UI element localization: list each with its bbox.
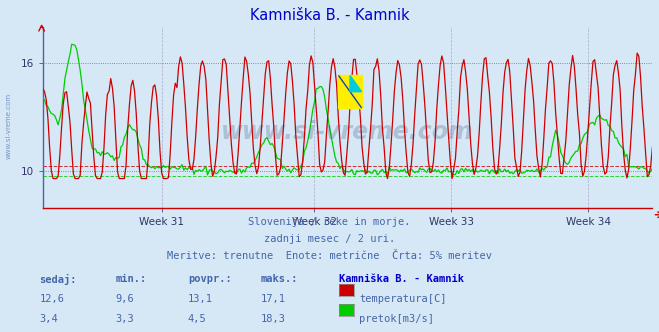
Text: Meritve: trenutne  Enote: metrične  Črta: 5% meritev: Meritve: trenutne Enote: metrične Črta: …: [167, 251, 492, 261]
Text: Slovenija / reke in morje.: Slovenija / reke in morje.: [248, 217, 411, 227]
Text: 17,1: 17,1: [260, 294, 285, 304]
Polygon shape: [339, 75, 362, 108]
Text: 9,6: 9,6: [115, 294, 134, 304]
Text: temperatura[C]: temperatura[C]: [359, 294, 447, 304]
Text: 18,3: 18,3: [260, 314, 285, 324]
Text: maks.:: maks.:: [260, 274, 298, 284]
Text: www.si-vreme.com: www.si-vreme.com: [221, 120, 474, 143]
Polygon shape: [350, 75, 362, 92]
Text: 4,5: 4,5: [188, 314, 206, 324]
Text: Kamniška B. - Kamnik: Kamniška B. - Kamnik: [250, 8, 409, 23]
Text: zadnji mesec / 2 uri.: zadnji mesec / 2 uri.: [264, 234, 395, 244]
Polygon shape: [339, 75, 362, 108]
Text: pretok[m3/s]: pretok[m3/s]: [359, 314, 434, 324]
Text: 12,6: 12,6: [40, 294, 65, 304]
Text: 3,3: 3,3: [115, 314, 134, 324]
Text: 13,1: 13,1: [188, 294, 213, 304]
Text: 3,4: 3,4: [40, 314, 58, 324]
Text: povpr.:: povpr.:: [188, 274, 231, 284]
Text: Kamniška B. - Kamnik: Kamniška B. - Kamnik: [339, 274, 465, 284]
Text: min.:: min.:: [115, 274, 146, 284]
Text: www.si-vreme.com: www.si-vreme.com: [5, 93, 11, 159]
Text: sedaj:: sedaj:: [40, 274, 77, 285]
